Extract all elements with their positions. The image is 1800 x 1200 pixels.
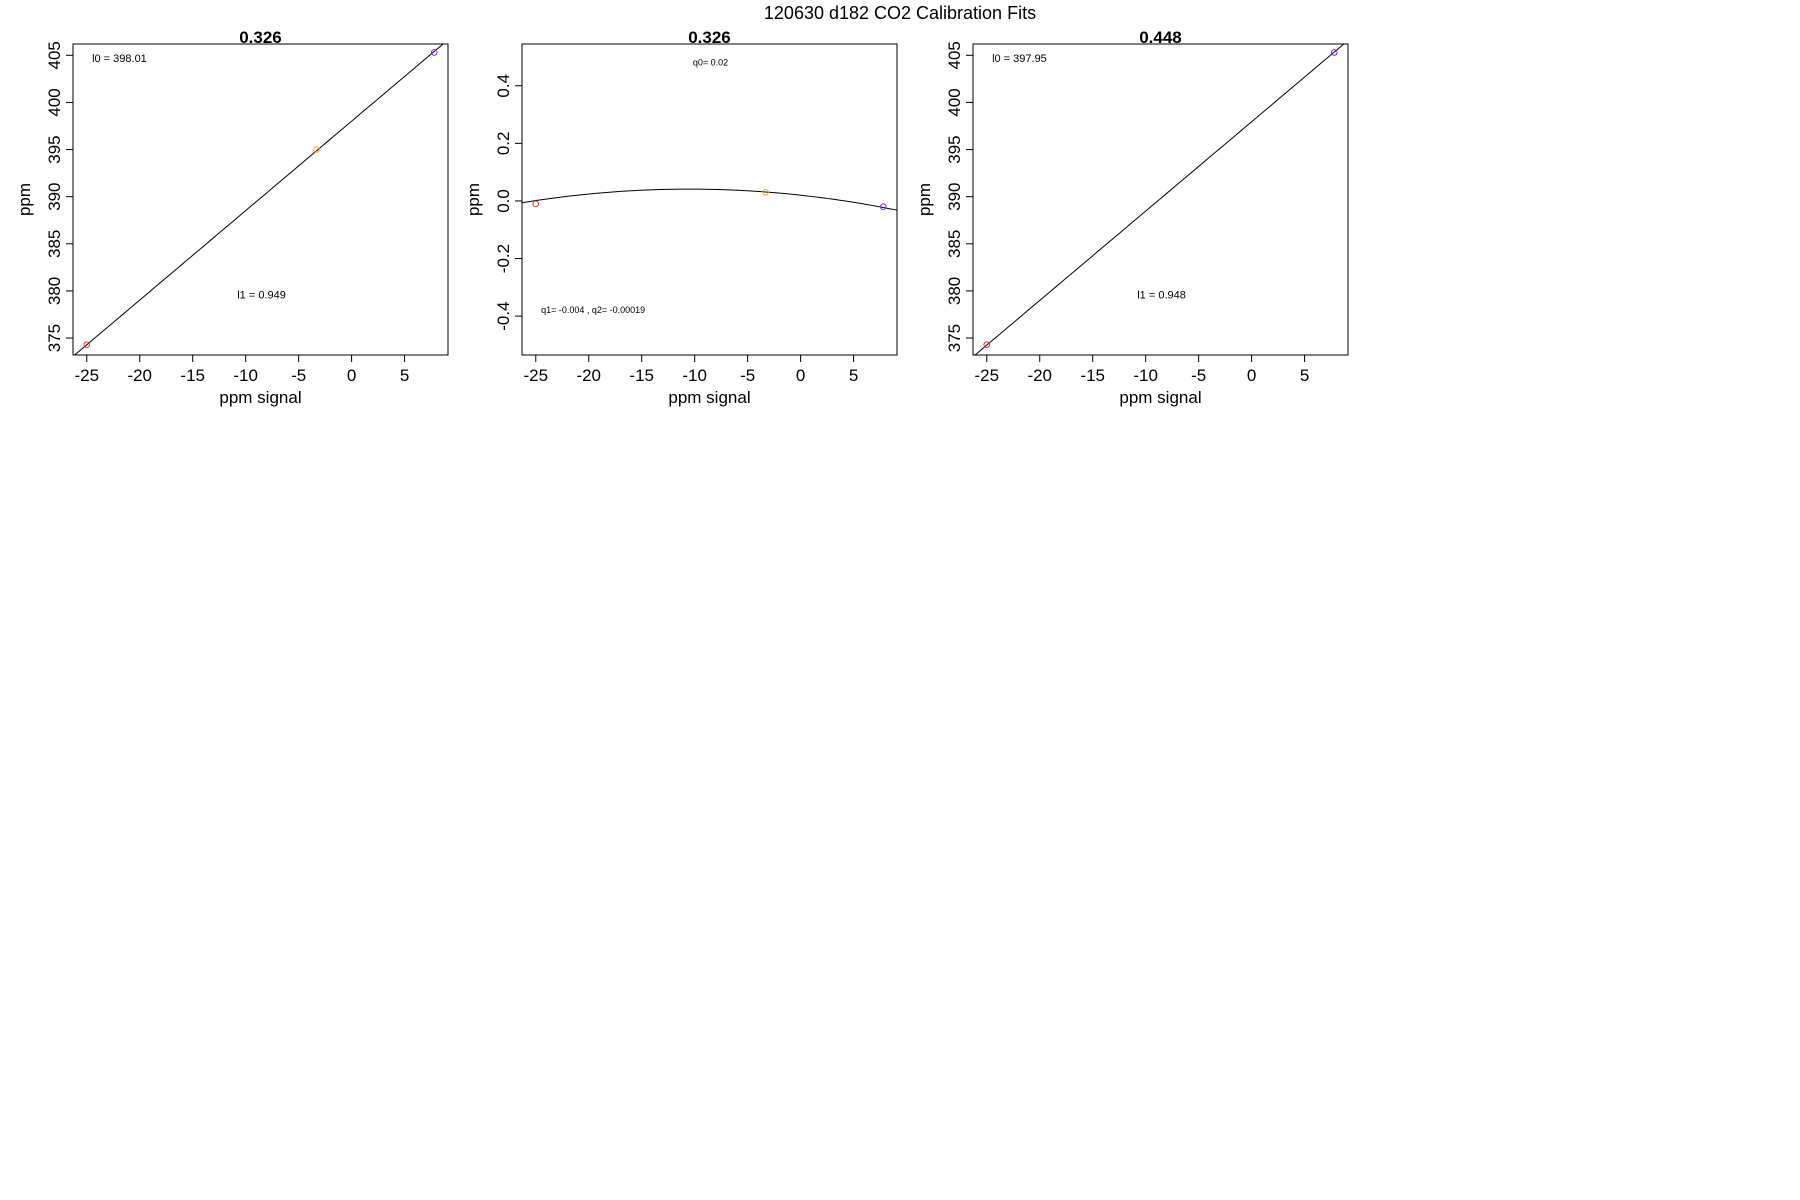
fit-line bbox=[73, 44, 444, 355]
x-tick-label: -25 bbox=[974, 366, 999, 385]
x-tick-label: -15 bbox=[180, 366, 205, 385]
fit-annotation: q1= -0.004 , q2= -0.00019 bbox=[541, 305, 645, 315]
x-tick-label: -5 bbox=[1191, 366, 1206, 385]
x-tick-label: -20 bbox=[127, 366, 152, 385]
x-axis: -25 -20 -15 -10 -5 0 5 bbox=[974, 355, 1309, 385]
y-axis: -0.4 -0.2 0.0 0.2 0.4 bbox=[494, 74, 522, 331]
fit-annotation: l0 = 397.95 bbox=[992, 53, 1047, 65]
x-tick-label: -10 bbox=[233, 366, 258, 385]
fit-annotation: l1 = 0.948 bbox=[1137, 289, 1186, 301]
figure-suptitle: 120630 d182 CO2 Calibration Fits bbox=[764, 3, 1036, 23]
y-tick-label: 390 bbox=[45, 182, 64, 210]
data-point-2 bbox=[313, 146, 320, 153]
x-tick-label: -15 bbox=[1080, 366, 1105, 385]
data-point-1 bbox=[83, 341, 91, 348]
x-axis-label: ppm signal bbox=[1119, 388, 1201, 407]
x-tick-label: 0 bbox=[796, 366, 805, 385]
y-tick-label: 385 bbox=[945, 230, 964, 258]
y-tick-label: 405 bbox=[45, 41, 64, 69]
y-axis-label: ppm bbox=[464, 183, 483, 216]
chart-panel-3: 0.448 -25 -20 -15 -10 -5 0 5 ppm signal 375 380 385… bbox=[915, 28, 1349, 407]
chart-panels: 0.326 -25 -20 -15 -10 -5 0 5 ppm signal 375 380 385… bbox=[15, 28, 1349, 407]
y-tick-label: -0.2 bbox=[494, 244, 513, 273]
x-tick-label: 5 bbox=[400, 366, 409, 385]
fit-annotation: q0= 0.02 bbox=[693, 58, 728, 68]
x-axis-label: ppm signal bbox=[668, 388, 750, 407]
data-point-2 bbox=[762, 189, 769, 196]
x-tick-label: -25 bbox=[523, 366, 548, 385]
fit-annotation: l1 = 0.949 bbox=[237, 289, 286, 301]
x-tick-label: -5 bbox=[740, 366, 755, 385]
y-tick-label: 380 bbox=[945, 277, 964, 305]
y-axis-label: ppm bbox=[915, 183, 934, 216]
y-tick-label: 405 bbox=[945, 41, 964, 69]
y-tick-label: 385 bbox=[45, 230, 64, 258]
y-tick-label: 0.2 bbox=[494, 132, 513, 156]
x-tick-label: -15 bbox=[629, 366, 654, 385]
panel-title: 0.326 bbox=[239, 28, 282, 47]
data-point-2 bbox=[1330, 49, 1338, 56]
x-tick-label: -20 bbox=[576, 366, 601, 385]
y-tick-label: 0.4 bbox=[494, 74, 513, 98]
fit-line bbox=[974, 44, 1345, 355]
data-point-3 bbox=[430, 49, 438, 56]
fit-annotation: l0 = 398.01 bbox=[92, 53, 147, 65]
chart-panel-2: 0.326 -25 -20 -15 -10 -5 0 5 ppm signal -0.4 -0.2 0… bbox=[464, 28, 898, 407]
chart-panel-1: 0.326 -25 -20 -15 -10 -5 0 5 ppm signal 375 380 385… bbox=[15, 28, 449, 407]
x-tick-label: 5 bbox=[1300, 366, 1309, 385]
y-axis-label: ppm bbox=[15, 183, 34, 216]
x-tick-label: 5 bbox=[849, 366, 858, 385]
y-tick-label: 380 bbox=[45, 277, 64, 305]
fit-line bbox=[522, 188, 897, 211]
x-tick-label: 0 bbox=[347, 366, 356, 385]
plot-frame bbox=[521, 43, 898, 356]
x-tick-label: -5 bbox=[291, 366, 306, 385]
y-tick-label: 0.0 bbox=[494, 189, 513, 213]
y-tick-label: 375 bbox=[945, 324, 964, 352]
data-point-1 bbox=[532, 200, 540, 208]
y-axis: 375 380 385 390 395 400 405 bbox=[945, 41, 973, 352]
y-axis: 375 380 385 390 395 400 405 bbox=[45, 41, 73, 352]
plot-frame bbox=[72, 43, 449, 356]
x-tick-label: -10 bbox=[682, 366, 707, 385]
x-tick-label: 0 bbox=[1247, 366, 1256, 385]
x-tick-label: -20 bbox=[1027, 366, 1052, 385]
x-tick-label: -25 bbox=[74, 366, 99, 385]
panel-title: 0.326 bbox=[688, 28, 731, 47]
y-tick-label: 395 bbox=[945, 135, 964, 163]
data-point-3 bbox=[879, 203, 887, 210]
data-point-1 bbox=[983, 341, 991, 348]
y-tick-label: 395 bbox=[45, 135, 64, 163]
panel-title: 0.448 bbox=[1139, 28, 1182, 47]
x-axis: -25 -20 -15 -10 -5 0 5 bbox=[523, 355, 858, 385]
y-tick-label: 390 bbox=[945, 182, 964, 210]
x-axis-label: ppm signal bbox=[219, 388, 301, 407]
y-tick-label: 375 bbox=[45, 324, 64, 352]
x-tick-label: -10 bbox=[1133, 366, 1158, 385]
y-tick-label: -0.4 bbox=[494, 301, 513, 330]
plot-frame bbox=[972, 43, 1349, 356]
y-tick-label: 400 bbox=[945, 88, 964, 116]
y-tick-label: 400 bbox=[45, 88, 64, 116]
x-axis: -25 -20 -15 -10 -5 0 5 bbox=[74, 355, 409, 385]
